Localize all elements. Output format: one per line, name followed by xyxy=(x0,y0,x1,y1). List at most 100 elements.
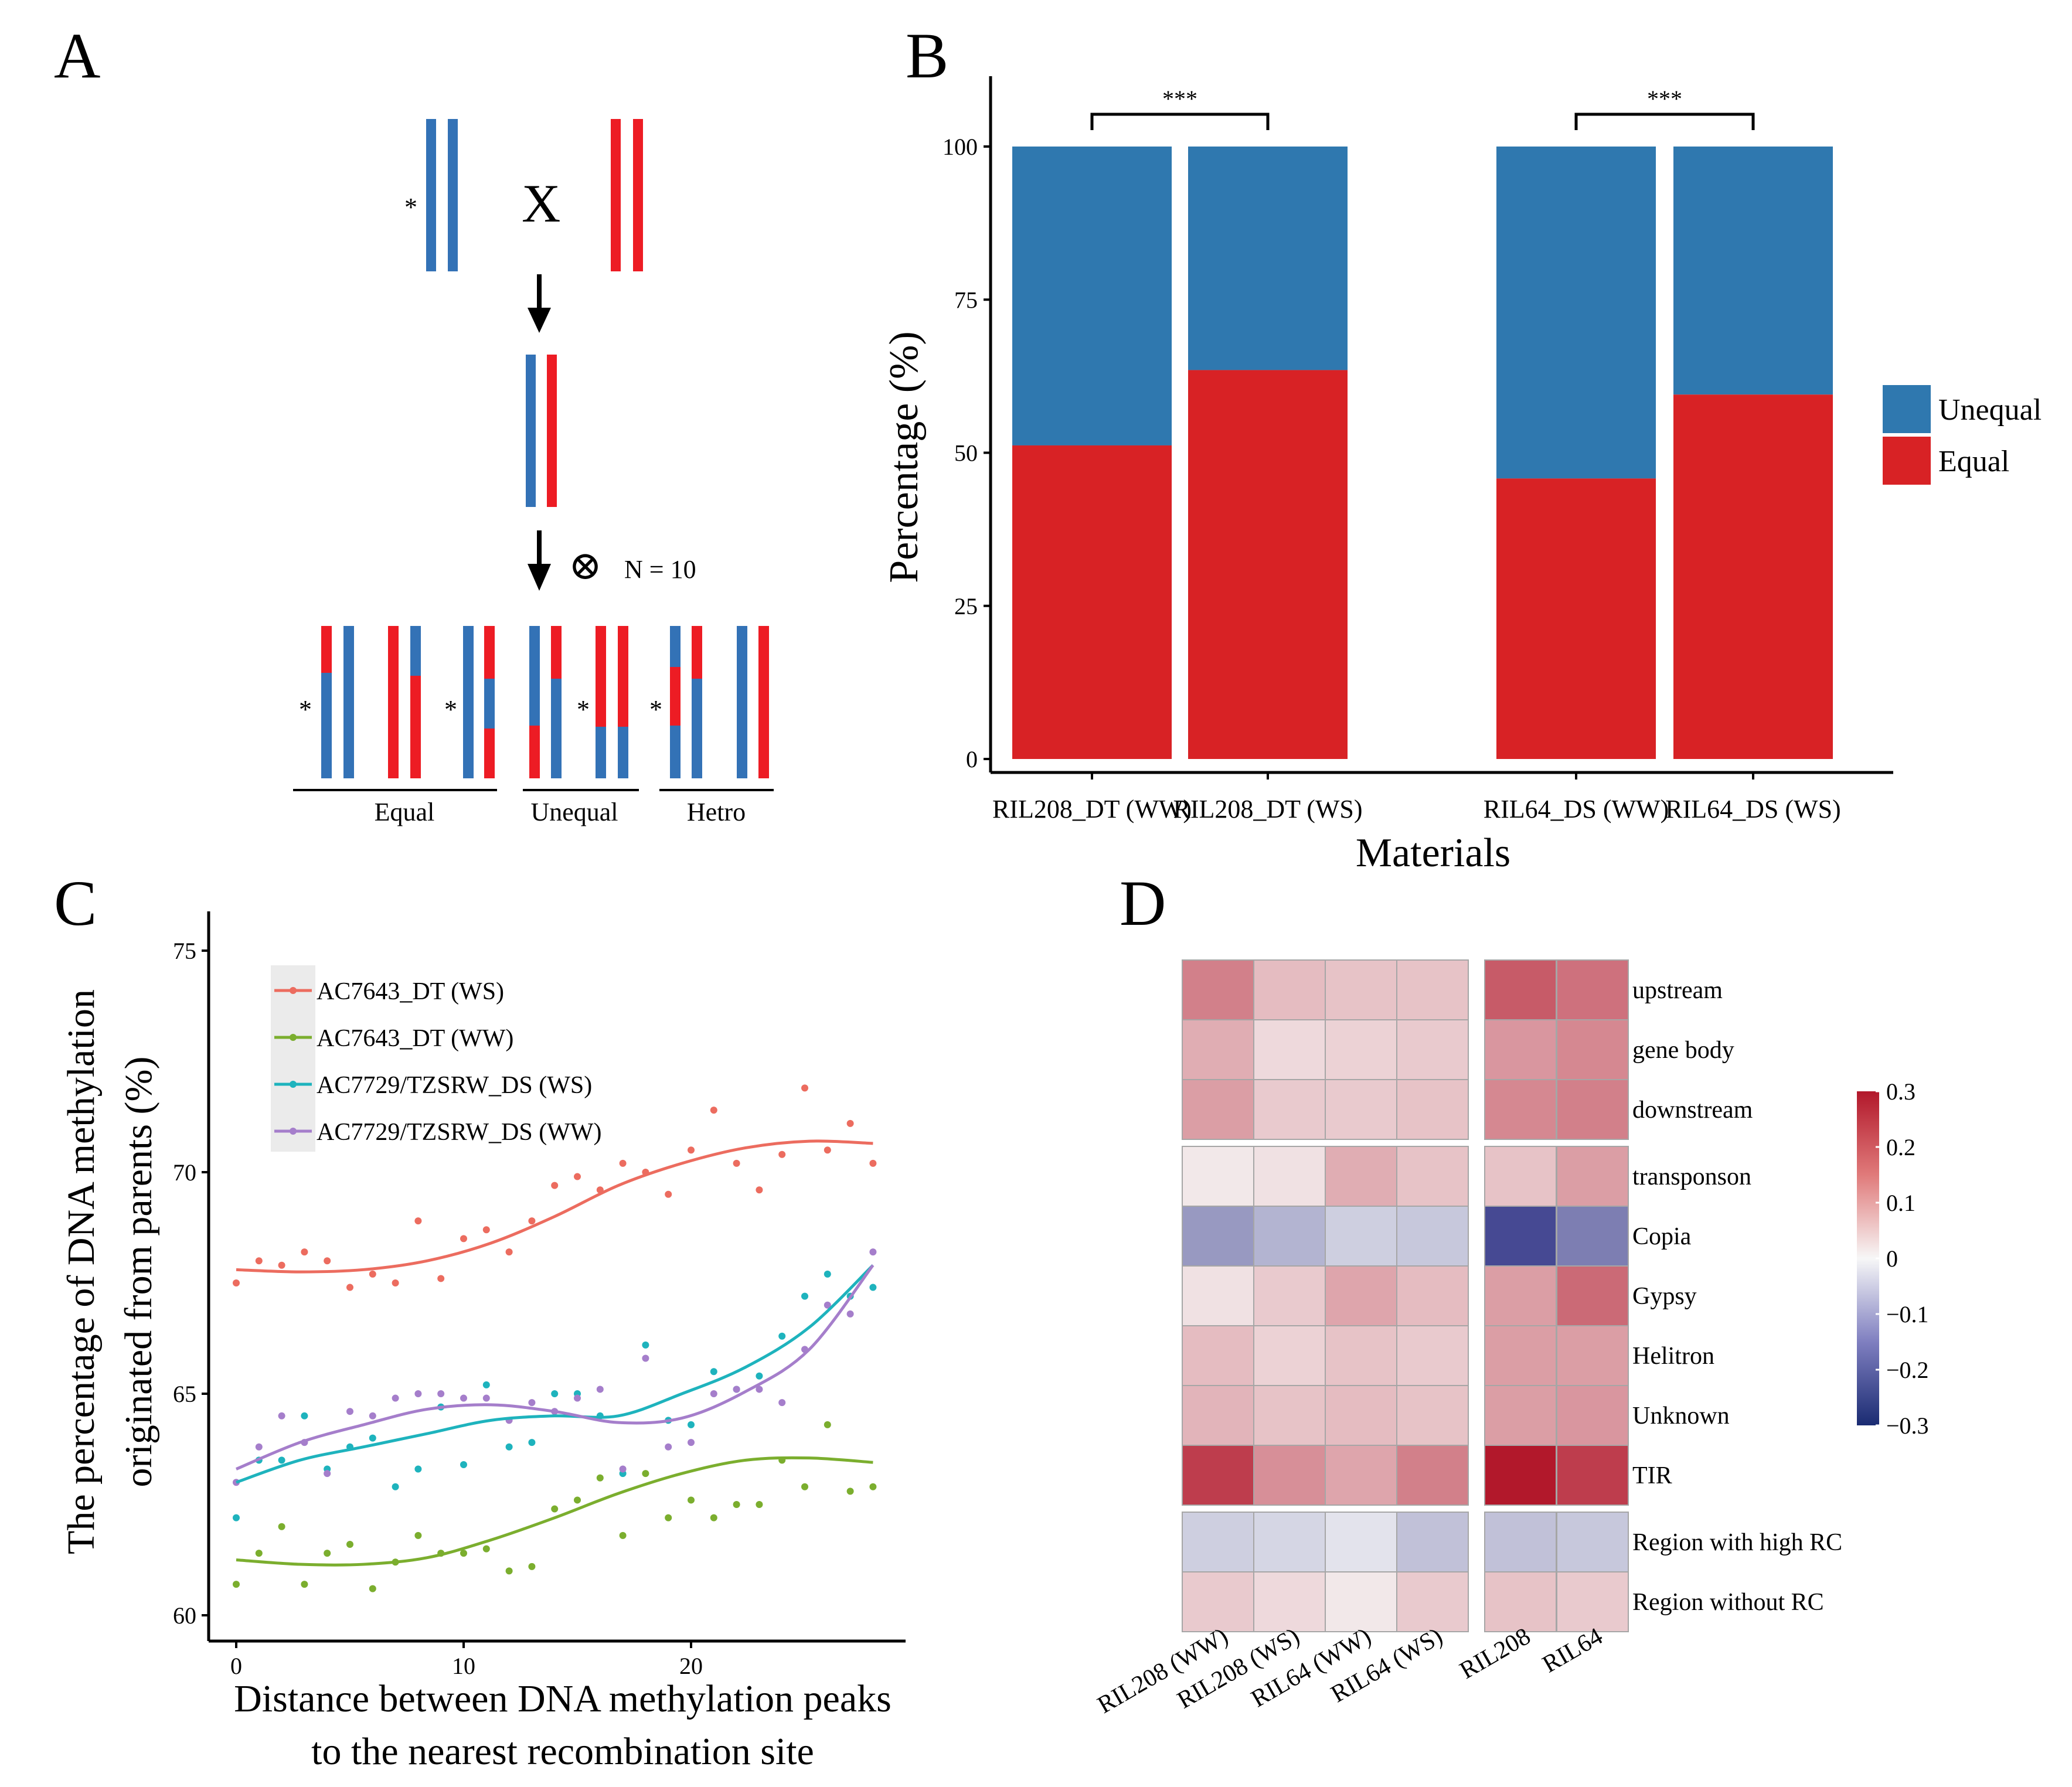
c-data-point xyxy=(869,1483,877,1490)
heatmap-cell xyxy=(1325,1079,1397,1140)
c-data-point xyxy=(528,1217,536,1225)
c-y-axis-title-line-1: The percentage of DNA methylation xyxy=(60,989,103,1554)
c-data-point xyxy=(688,1146,695,1154)
heatmap-cell xyxy=(1396,1079,1469,1140)
c-data-point xyxy=(460,1235,467,1243)
selfing-symbol: ⊗ xyxy=(569,543,602,588)
c-legend-dot xyxy=(290,1034,297,1041)
heatmap-row-label: transponson xyxy=(1632,1163,1751,1190)
c-data-point xyxy=(688,1439,695,1446)
c-data-point xyxy=(324,1470,331,1478)
f1-chrom-blue xyxy=(526,355,536,507)
parent1-chrom-1 xyxy=(426,119,436,271)
c-data-point xyxy=(233,1279,240,1286)
c-data-point xyxy=(846,1310,854,1318)
heatmap-cell xyxy=(1253,1325,1326,1386)
c-data-point xyxy=(642,1354,649,1362)
c-data-point xyxy=(756,1372,763,1380)
c-data-point xyxy=(482,1226,490,1234)
heatmap-row-label: Unknown xyxy=(1632,1403,1730,1429)
parent1-chrom-2 xyxy=(448,119,458,271)
c-data-point xyxy=(869,1248,877,1256)
heatmap-cell xyxy=(1182,1445,1254,1506)
heatmap-cell xyxy=(1396,1385,1469,1446)
bar-equal xyxy=(1496,478,1656,759)
c-data-point xyxy=(869,1284,877,1291)
c-data-point xyxy=(824,1301,831,1309)
c-data-point xyxy=(324,1550,331,1557)
ril-h1-a-blue2 xyxy=(670,726,681,778)
heatmap-cell xyxy=(1484,959,1557,1020)
d-color-scale-bar xyxy=(1857,1091,1879,1425)
c-data-point xyxy=(278,1456,285,1464)
c-data-point xyxy=(414,1531,422,1539)
heatmap-row-label: gene body xyxy=(1632,1037,1734,1064)
parent2-chrom-1 xyxy=(611,119,621,271)
b-x-axis-title: Materials xyxy=(1356,830,1510,876)
heatmap-cell xyxy=(1484,1385,1557,1446)
c-data-point xyxy=(482,1381,490,1388)
ril-u2-asterisk: * xyxy=(577,695,590,724)
heatmap-cell xyxy=(1253,1079,1326,1140)
heatmap-cell xyxy=(1325,1445,1397,1506)
d-scale-tick-label: −0.3 xyxy=(1886,1412,1929,1439)
heatmap-cell xyxy=(1325,1512,1397,1572)
c-legend-dot xyxy=(290,987,297,994)
c-data-point xyxy=(301,1412,308,1420)
parent2-chrom-2 xyxy=(633,119,643,271)
c-data-point xyxy=(414,1465,422,1473)
heatmap-cell xyxy=(1396,1445,1469,1506)
b-x-tick-label: RIL64_DS (WS) xyxy=(1665,795,1840,823)
heatmap-cell xyxy=(1396,1512,1469,1572)
heatmap-cell xyxy=(1253,1019,1326,1080)
heatmap-cell xyxy=(1253,959,1326,1020)
heatmap-cell xyxy=(1396,959,1469,1020)
heatmap-cell xyxy=(1396,1206,1469,1267)
c-data-point xyxy=(824,1146,831,1154)
ril-e1-a-red xyxy=(321,626,332,673)
c-data-point xyxy=(665,1190,672,1198)
heatmap-cell xyxy=(1325,1265,1397,1326)
c-data-point xyxy=(756,1501,763,1508)
c-data-point xyxy=(505,1443,513,1451)
heatmap-cell xyxy=(1556,1445,1629,1506)
c-data-point xyxy=(278,1261,285,1269)
heatmap-cell xyxy=(1253,1265,1326,1326)
equal-group-label: Equal xyxy=(375,798,435,826)
unequal-group-label: Unequal xyxy=(530,798,618,826)
ril-u2-b-red xyxy=(618,626,628,727)
c-x-tick-label: 20 xyxy=(679,1653,703,1679)
c-data-point xyxy=(688,1496,695,1504)
ril-hetro-group: * xyxy=(649,626,769,778)
c-data-point xyxy=(665,1514,672,1521)
c-data-point xyxy=(460,1461,467,1468)
c-legend-dot xyxy=(290,1081,297,1088)
heatmap-cell xyxy=(1484,1512,1557,1572)
heatmap-row-label: Helitron xyxy=(1632,1343,1714,1370)
ril-e3-b-blue xyxy=(484,679,495,729)
panel-d-label: D xyxy=(1120,867,1166,939)
c-y-axis-title-line-2: originated from parents (%) xyxy=(117,1057,160,1488)
ril-u2-a-blue xyxy=(596,727,606,778)
d-scale-tick-label: 0.3 xyxy=(1886,1078,1916,1105)
ril-h1-b-red xyxy=(692,626,702,679)
c-data-point xyxy=(255,1443,263,1451)
heatmap-cell xyxy=(1325,1385,1397,1446)
c-data-point xyxy=(346,1284,353,1291)
heatmap-cell xyxy=(1484,1265,1557,1326)
heatmap-row-label: Region without RC xyxy=(1632,1589,1824,1616)
ril-h1-a-blue xyxy=(670,626,681,667)
b-x-tick-label: RIL64_DS (WW) xyxy=(1484,795,1669,823)
significance-bracket xyxy=(1090,113,1270,130)
c-data-point xyxy=(278,1523,285,1530)
c-data-point xyxy=(801,1483,808,1490)
c-data-point xyxy=(392,1279,399,1286)
heatmap-cell xyxy=(1253,1146,1326,1207)
ril-equal-group: * * xyxy=(299,626,495,778)
c-x-tick-label: 0 xyxy=(230,1653,242,1679)
c-data-point xyxy=(528,1439,536,1446)
panel-b-label: B xyxy=(906,20,948,91)
c-data-point xyxy=(255,1550,263,1557)
heatmap-row-label: upstream xyxy=(1632,977,1723,1004)
heatmap-cell xyxy=(1253,1445,1326,1506)
